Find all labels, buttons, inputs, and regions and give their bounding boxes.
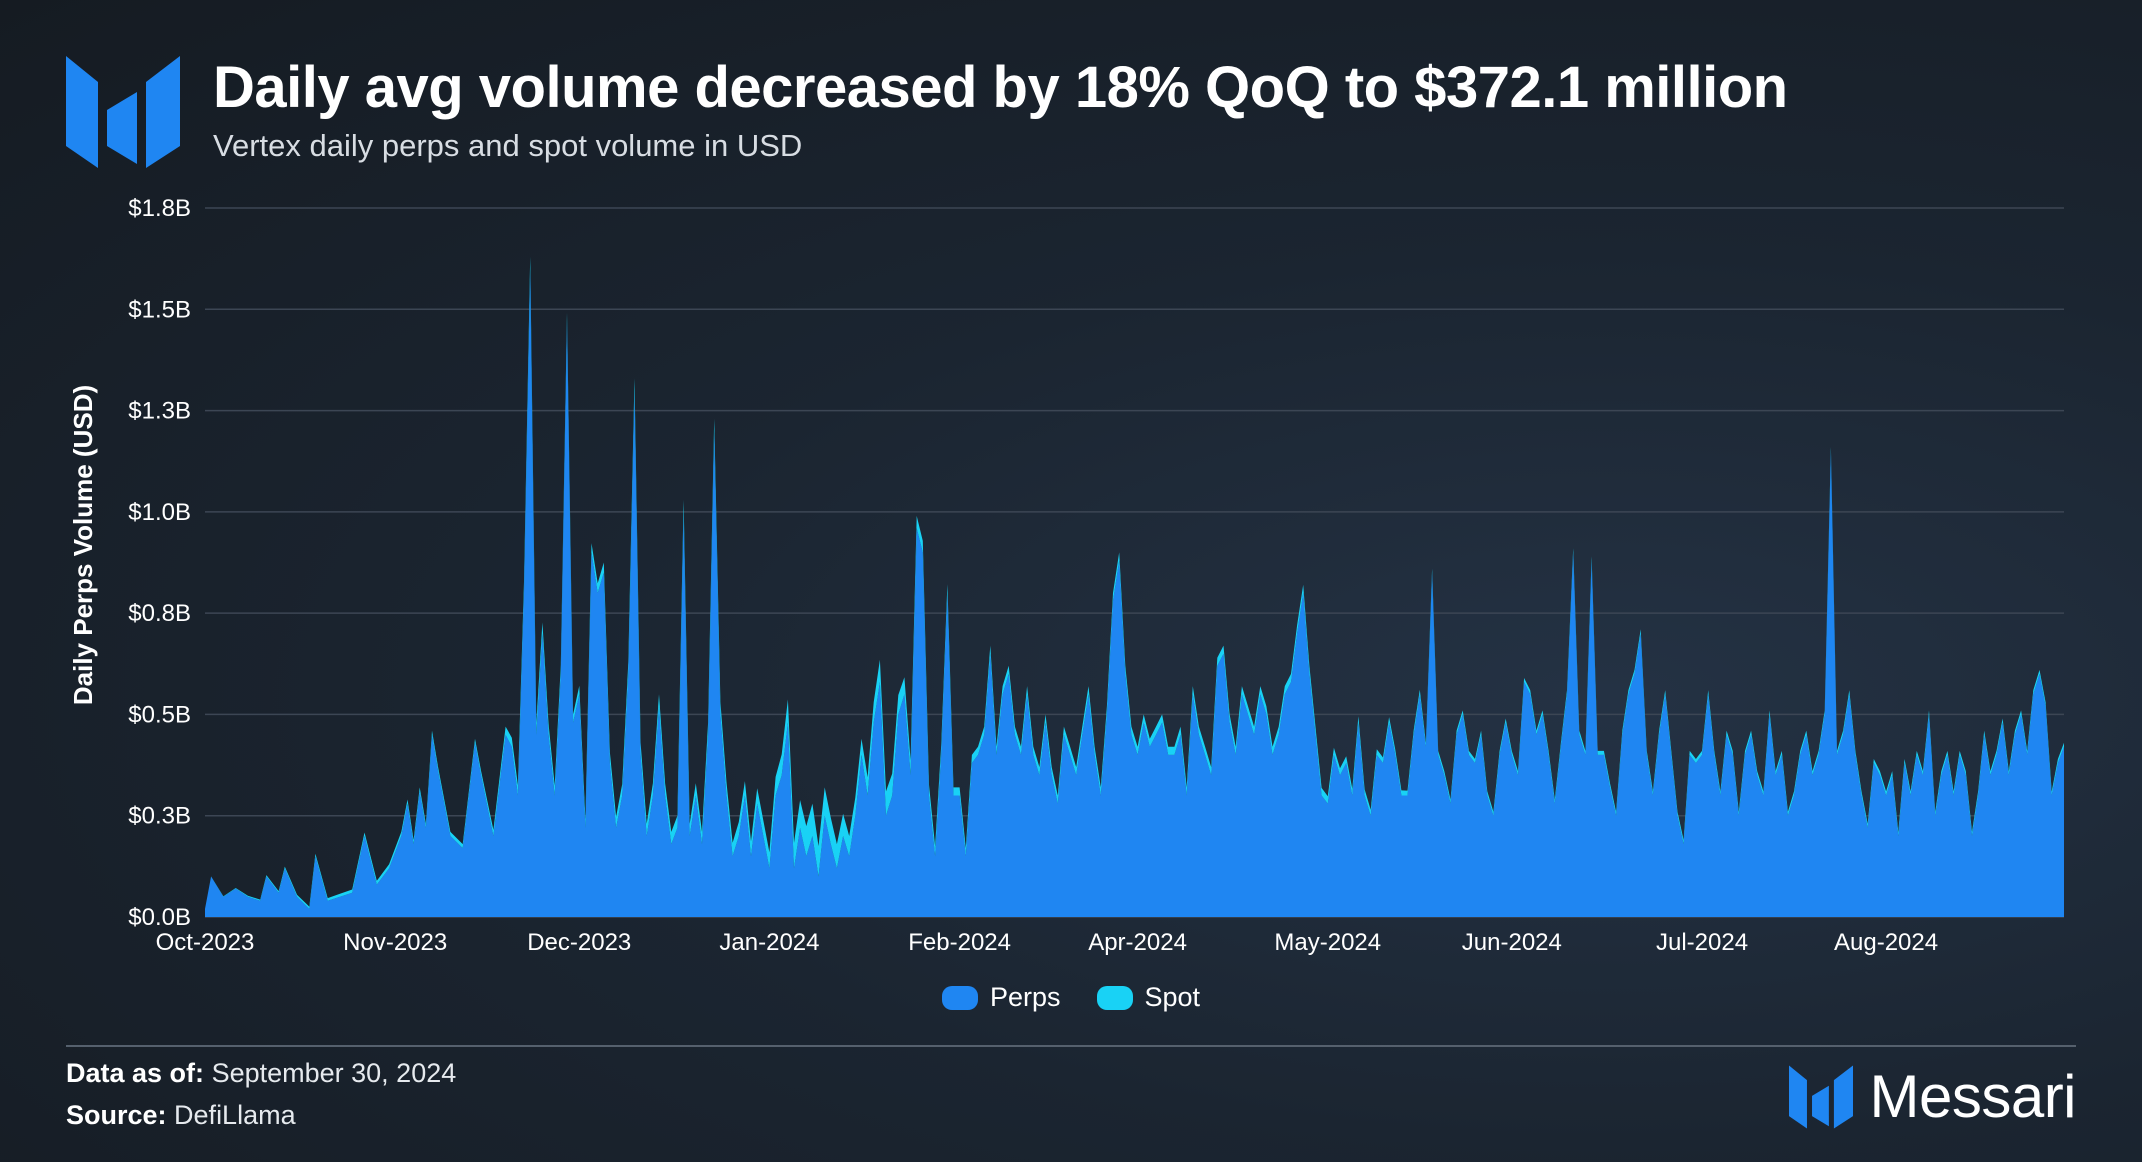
area-chart: $0.0B $0.3B $0.5B $0.8B $1.0B $1.3B $1.5B $1.8B… <box>68 195 2064 956</box>
data-as-of: Data as of: September 30, 2024 <box>66 1058 456 1089</box>
source: Source: DefiLlama <box>66 1100 296 1131</box>
messari-logo-icon <box>1789 1065 1854 1128</box>
source-label: Source: <box>66 1100 167 1130</box>
legend-swatch-perps <box>941 985 978 1010</box>
x-tick-label: Nov-2023 <box>343 929 447 956</box>
chart-subtitle: Vertex daily perps and spot volume in US… <box>213 128 803 163</box>
y-tick-label: $0.3B <box>128 803 191 830</box>
legend: Perps Spot <box>0 982 2142 1013</box>
brand-name: Messari <box>1869 1063 2076 1130</box>
series-areas <box>205 256 2064 917</box>
legend-item-spot[interactable]: Spot <box>1096 982 1201 1013</box>
x-axis-ticks: Oct-2023 Nov-2023 Dec-2023 Jan-2024 Feb-2024… <box>156 929 1938 956</box>
series-area-perps <box>205 268 2064 917</box>
data-as-of-value: September 30, 2024 <box>211 1058 457 1088</box>
y-tick-label: $1.0B <box>128 499 191 526</box>
x-tick-label: Jun-2024 <box>1462 929 1562 956</box>
legend-label-perps: Perps <box>989 982 1061 1012</box>
source-value: DefiLlama <box>174 1100 296 1130</box>
y-tick-label: $1.5B <box>128 296 191 323</box>
x-tick-label: Jul-2024 <box>1656 929 1748 956</box>
y-axis-label: Daily Perps Volume (USD) <box>68 385 98 705</box>
x-tick-label: Feb-2024 <box>908 929 1011 956</box>
footer-divider <box>66 1045 2076 1047</box>
y-tick-label: $0.0B <box>128 904 191 931</box>
messari-logo-icon <box>66 56 180 168</box>
x-tick-label: Jan-2024 <box>719 929 819 956</box>
chart-title: Daily avg volume decreased by 18% QoQ to… <box>213 55 1788 120</box>
x-tick-label: May-2024 <box>1274 929 1381 956</box>
y-tick-label: $0.5B <box>128 701 191 728</box>
legend-label-spot: Spot <box>1144 982 1201 1012</box>
legend-swatch-spot <box>1096 985 1133 1010</box>
legend-item-perps[interactable]: Perps <box>941 982 1061 1013</box>
x-tick-label: Oct-2023 <box>156 929 255 956</box>
y-axis-ticks: $0.0B $0.3B $0.5B $0.8B $1.0B $1.3B $1.5B $1.8B <box>128 195 191 931</box>
y-tick-label: $0.8B <box>128 600 191 627</box>
x-tick-label: Dec-2023 <box>527 929 631 956</box>
y-tick-label: $1.8B <box>128 195 191 222</box>
data-as-of-label: Data as of: <box>66 1058 205 1088</box>
y-tick-label: $1.3B <box>128 398 191 425</box>
x-tick-label: Apr-2024 <box>1088 929 1187 956</box>
brand-logo: Messari <box>1789 1062 2076 1131</box>
x-tick-label: Aug-2024 <box>1834 929 1938 956</box>
